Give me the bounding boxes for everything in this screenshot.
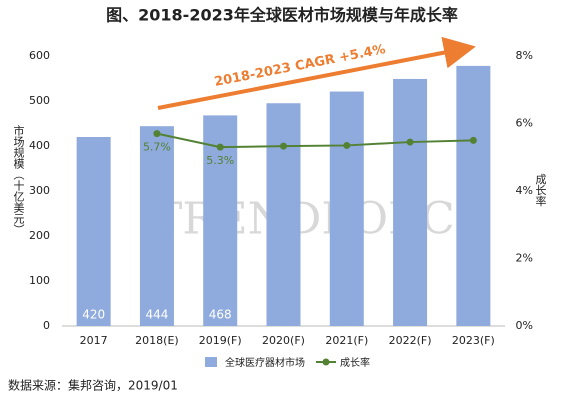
chart-title: 图、2018-2023年全球医材市场规模与年成长率 [106,6,458,25]
bar-value-label: 468 [209,308,232,322]
x-tick-label: 2023(F) [452,334,495,347]
line-value-label: 5.7% [143,141,171,154]
bar-value-label: 444 [145,308,168,322]
line-value-label: 5.3% [206,154,234,167]
line-point [216,143,224,151]
y-tick-label: 0 [43,319,50,332]
legend-label: 全球医疗器材市场 [225,356,305,369]
y-tick-label: 300 [29,184,50,197]
bar-value-label: 420 [82,308,105,322]
y-tick-label: 600 [29,49,50,62]
y-tick-label: 500 [29,94,50,107]
watermark: TRENDFORCE [153,194,487,245]
y-tick-label: 200 [29,229,50,242]
x-tick-label: 2022(F) [389,334,432,347]
source-note: 数据来源：集邦咨询，2019/01 [8,378,178,393]
bar [393,78,428,326]
y2-tick-label: 4% [516,184,533,197]
legend-label: 成长率 [340,356,370,369]
y-axis-label: 市场规模（十亿美元） [12,124,25,235]
cagr-annotation: 2018-2023 CAGR +5.4% [213,42,387,90]
legend-swatch [322,358,330,366]
line-point [469,136,477,144]
x-tick-label: 2020(F) [262,334,305,347]
x-tick-label: 2019(F) [199,334,242,347]
y2-tick-label: 2% [516,252,533,265]
bar [456,65,491,327]
bar [266,103,301,326]
trend-arrow [157,36,476,110]
y2-tick-label: 8% [516,49,533,62]
line-point [343,141,351,149]
y-tick-label: 400 [29,139,50,152]
y2-tick-label: 0% [516,319,533,332]
bar [76,137,111,326]
x-tick-label: 2017 [80,334,108,347]
line-point [153,130,161,138]
bar [139,126,174,326]
bar [329,91,364,326]
y-tick-label: 100 [29,274,50,287]
x-tick-label: 2018(E) [135,334,179,347]
line [156,132,474,149]
legend-swatch [205,357,217,367]
y2-axis-label: 成长率 [534,173,547,207]
line-point [406,138,414,146]
x-tick-label: 2021(F) [325,334,368,347]
y2-tick-label: 6% [516,117,533,130]
line-point [280,142,287,150]
